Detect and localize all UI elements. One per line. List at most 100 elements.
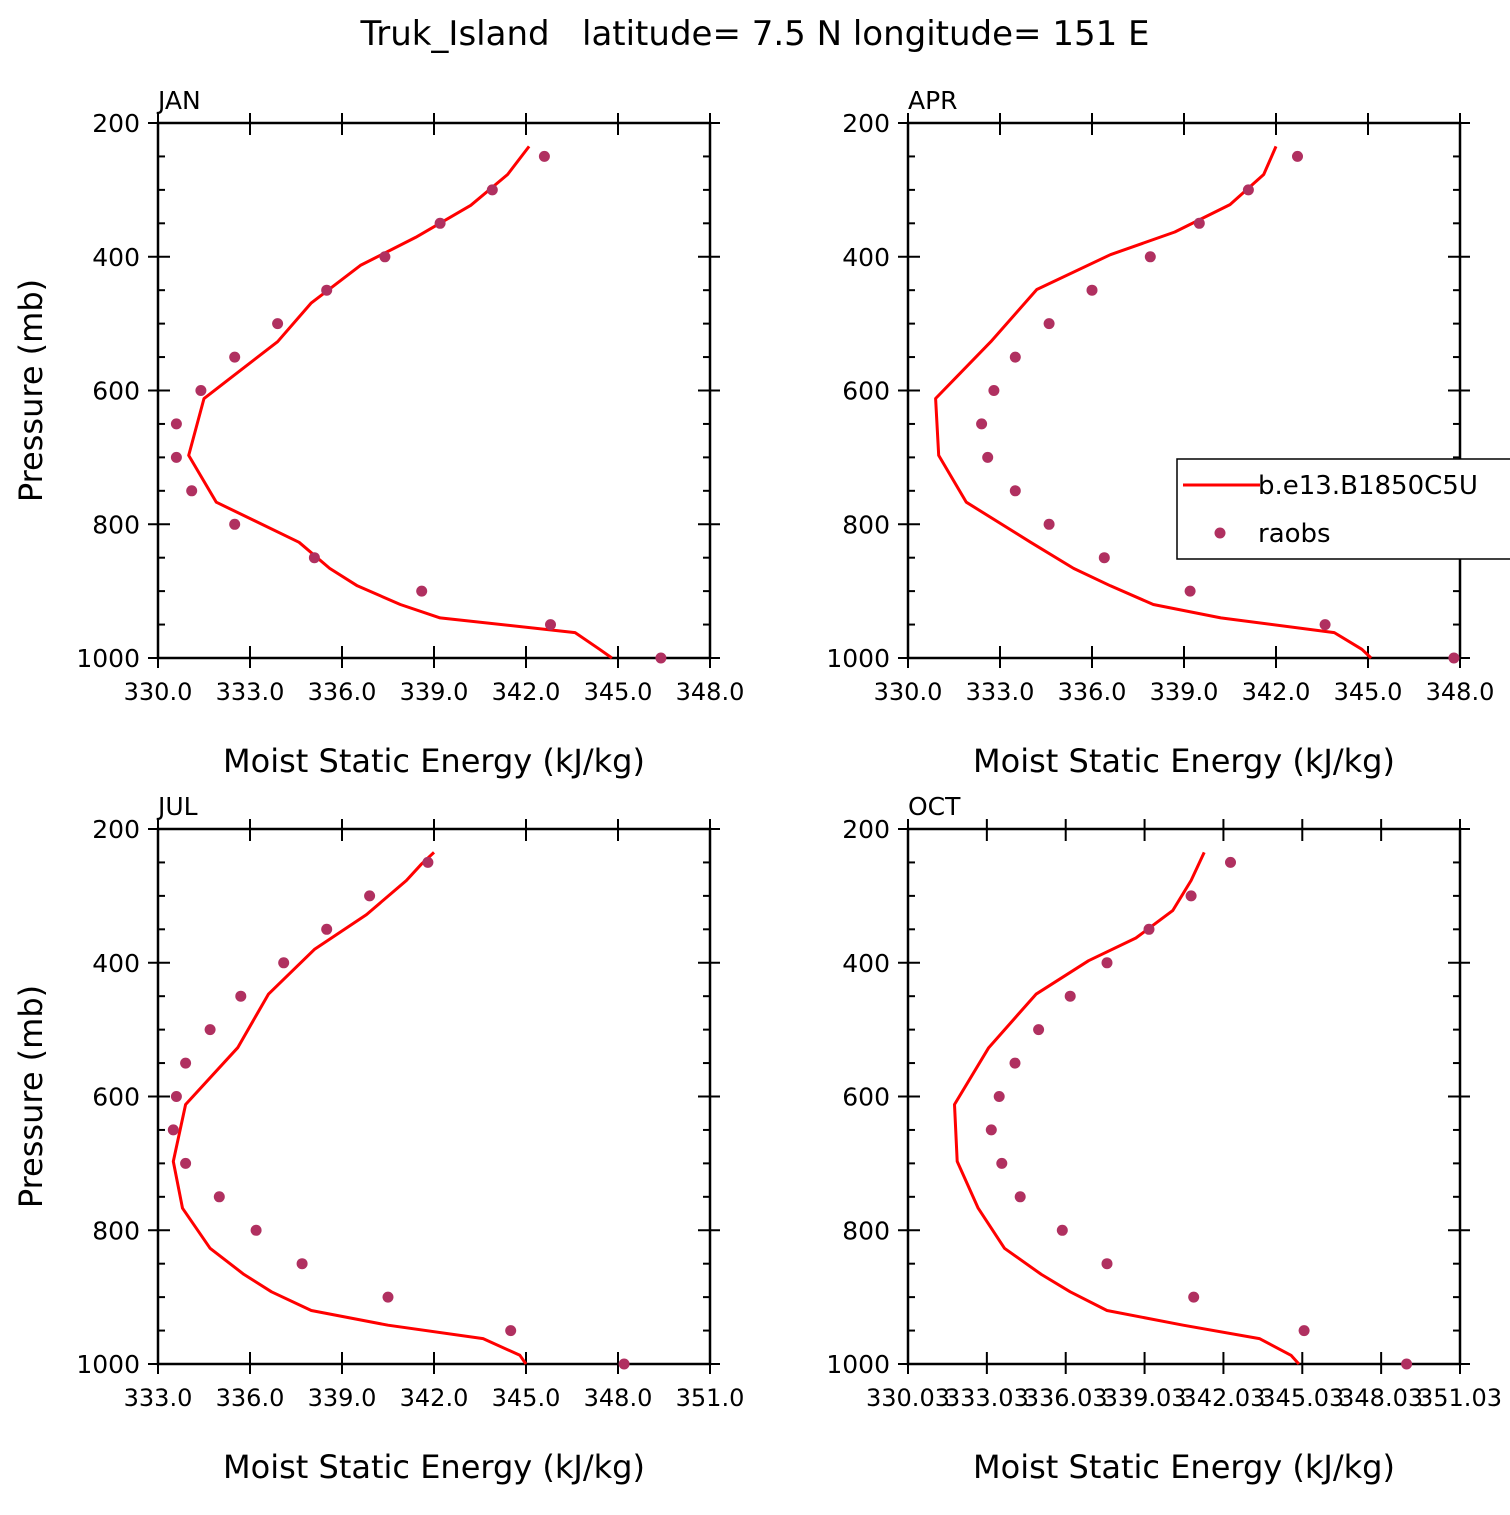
- y-tick-label: 1000: [826, 1350, 890, 1379]
- panel-label: JUL: [156, 792, 198, 821]
- raobs-point: [1101, 957, 1113, 969]
- y-tick-label: 400: [842, 243, 890, 272]
- raobs-point: [1188, 1291, 1200, 1303]
- raobs-point: [505, 1325, 517, 1337]
- y-axis-label: Pressure (mb): [12, 985, 50, 1208]
- x-axis-label: Moist Static Energy (kJ/kg): [973, 742, 1395, 780]
- raobs-point: [272, 318, 284, 330]
- x-tick-label: 348.0: [584, 1384, 653, 1412]
- model-series-line: [934, 145, 1373, 660]
- figure-title: Truk_Island latitude= 7.5 N longitude= 1…: [359, 14, 1149, 54]
- x-tick-label: 333.0: [216, 678, 285, 706]
- raobs-point: [538, 150, 550, 162]
- x-tick-label: 342.0: [400, 1384, 469, 1412]
- x-axis-label: Moist Static Energy (kJ/kg): [223, 1448, 645, 1486]
- raobs-point: [1086, 284, 1098, 296]
- raobs-point: [195, 385, 207, 396]
- x-tick-label: 348.0: [676, 678, 745, 706]
- legend-entry-model: b.e13.B1850C5U: [1258, 471, 1478, 501]
- x-tick-label: 339.0: [400, 678, 469, 706]
- raobs-point: [618, 1358, 630, 1370]
- raobs-point: [976, 418, 988, 430]
- x-tick-label: 342.03: [1181, 1384, 1265, 1412]
- y-tick-label: 400: [842, 949, 890, 978]
- raobs-point: [1014, 1191, 1026, 1203]
- x-tick-label: 342.0: [492, 678, 561, 706]
- raobs-point: [170, 1091, 182, 1102]
- panel-label: APR: [908, 86, 958, 115]
- raobs-point: [379, 251, 391, 263]
- raobs-point: [229, 351, 241, 363]
- x-tick-label: 330.0: [124, 678, 193, 706]
- panel-oct: OCT 200 400 600 800 1000 330.03333.03336.03339…: [826, 792, 1502, 1486]
- raobs-point: [382, 1291, 394, 1303]
- raobs-point: [180, 1157, 192, 1169]
- x-tick-label: 330.03: [866, 1384, 950, 1412]
- raobs-point: [1056, 1224, 1068, 1236]
- raobs-point: [278, 957, 290, 969]
- raobs-point: [1009, 351, 1021, 363]
- x-tick-label: 336.03: [1024, 1384, 1108, 1412]
- y-tick-label: 600: [842, 1083, 890, 1112]
- raobs-point: [1319, 619, 1331, 631]
- x-tick-label: 345.03: [1260, 1384, 1344, 1412]
- raobs-point: [1225, 856, 1236, 868]
- raobs-point: [982, 451, 994, 463]
- y-tick-label: 200: [842, 815, 890, 844]
- panel-jul: JUL 200 400 600 800 1000 333.0 336.0 339.0 342.0 3…: [12, 792, 744, 1486]
- raobs-point: [308, 552, 320, 564]
- raobs-point: [416, 585, 428, 597]
- panel-jan: JAN 200 400 600 800 1000 330.0 333.0 336.0 339.0 3…: [12, 86, 744, 780]
- raobs-point: [170, 418, 182, 430]
- y-tick-label: 400: [92, 949, 140, 978]
- raobs-point: [1144, 251, 1156, 263]
- raobs-point: [486, 184, 498, 196]
- x-tick-label: 351.0: [676, 1384, 745, 1412]
- raobs-point: [1009, 485, 1021, 497]
- plot-frame: [906, 827, 1462, 1366]
- raobs-point: [1401, 1358, 1413, 1370]
- raobs-point: [1242, 184, 1254, 196]
- plot-frame: [156, 121, 712, 660]
- x-tick-label: 345.0: [584, 678, 653, 706]
- x-tick-label: 330.0: [874, 678, 943, 706]
- raobs-point: [655, 652, 667, 664]
- raobs-point: [988, 385, 1000, 396]
- y-tick-label: 800: [842, 510, 890, 539]
- y-tick-label: 800: [92, 510, 140, 539]
- y-tick-label: 1000: [76, 644, 140, 673]
- raobs-point: [1143, 923, 1155, 935]
- raobs-point: [296, 1258, 308, 1270]
- x-tick-label: 336.0: [1058, 678, 1127, 706]
- raobs-point: [1033, 1024, 1045, 1036]
- x-axis-label: Moist Static Energy (kJ/kg): [223, 742, 645, 780]
- y-tick-label: 800: [842, 1216, 890, 1245]
- raobs-point: [364, 890, 376, 902]
- x-tick-label: 339.0: [1150, 678, 1219, 706]
- y-tick-label: 600: [842, 377, 890, 406]
- legend-box: [1176, 458, 1510, 560]
- y-tick-label: 400: [92, 243, 140, 272]
- legend-entry-raobs: raobs: [1258, 519, 1331, 549]
- x-tick-label: 333.03: [945, 1384, 1029, 1412]
- legend: b.e13.B1850C5U raobs: [1176, 458, 1510, 560]
- raobs-point: [321, 923, 333, 935]
- raobs-point: [422, 856, 434, 868]
- x-tick-label: 339.0: [308, 1384, 377, 1412]
- panel-apr: APR 200 400 600 800 1000 330.0 333.0 336.0 339.0 3…: [826, 86, 1494, 780]
- raobs-point: [229, 518, 241, 530]
- legend-dot-swatch: [1214, 527, 1226, 539]
- raobs-point: [1009, 1057, 1021, 1069]
- y-tick-label: 1000: [76, 1350, 140, 1379]
- raobs-point: [1298, 1325, 1310, 1337]
- raobs-point: [1064, 990, 1076, 1002]
- x-tick-label: 345.0: [1334, 678, 1403, 706]
- raobs-point: [170, 451, 182, 463]
- raobs-point: [321, 284, 333, 296]
- raobs-point: [1292, 150, 1303, 162]
- raobs-point: [250, 1224, 262, 1236]
- x-tick-label: 348.0: [1426, 678, 1495, 706]
- raobs-point: [1185, 890, 1197, 902]
- model-series-line: [953, 851, 1301, 1366]
